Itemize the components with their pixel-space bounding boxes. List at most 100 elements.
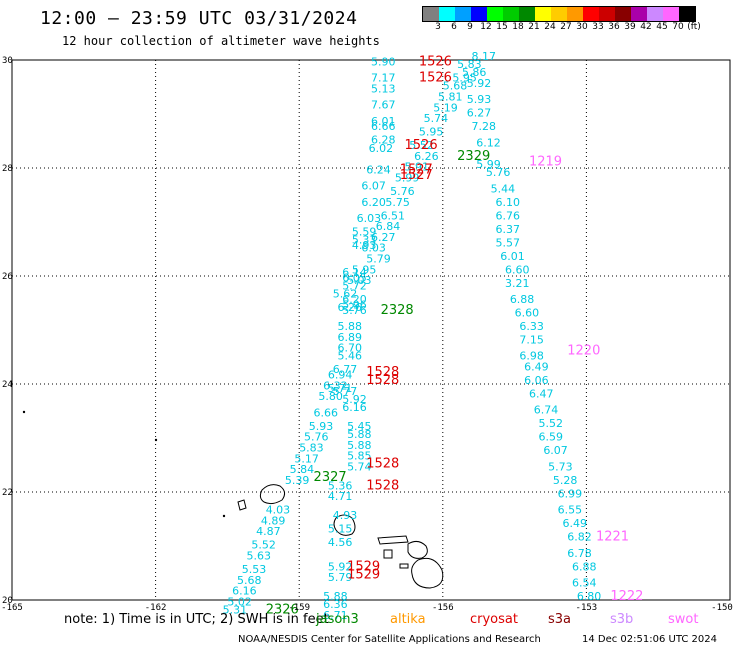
colorbar-label: 27 xyxy=(560,22,572,32)
wave-height-value: 6.99 xyxy=(558,487,583,500)
wave-height-value: 5.73 xyxy=(548,460,573,473)
map-subtitle: 12 hour collection of altimeter wave hei… xyxy=(62,34,380,48)
x-tick-label: -150 xyxy=(711,603,733,613)
wave-height-value: 6.37 xyxy=(495,223,520,236)
kahoolawe-island xyxy=(399,563,409,569)
colorbar-swatch xyxy=(551,7,567,21)
wave-height-value: 6.54 xyxy=(572,577,597,590)
colorbar-swatch xyxy=(503,7,519,21)
pass-time-label: 1528 xyxy=(366,478,399,493)
wave-height-value: 6.51 xyxy=(381,209,406,222)
colorbar-label: 3 xyxy=(435,22,441,32)
pass-time-label: 1221 xyxy=(596,530,629,545)
y-tick-label: 26 xyxy=(2,272,13,282)
wave-height-value: 6.16 xyxy=(342,401,367,414)
wave-height-value: 6.74 xyxy=(534,404,559,417)
x-tick-label: -156 xyxy=(432,603,454,613)
wave-height-value: 6.78 xyxy=(567,547,592,560)
wave-height-value: 6.88 xyxy=(572,560,597,573)
colorbar-label: 39 xyxy=(624,22,636,32)
wave-height-value: 7.17 xyxy=(371,72,396,85)
wave-height-value: 6.20 xyxy=(342,293,367,306)
wave-height-value: 4.56 xyxy=(328,536,353,549)
wave-height-value: 6.07 xyxy=(543,444,568,457)
wave-height-value: 5.02 xyxy=(227,595,252,608)
wave-height-value: 5.95 xyxy=(352,263,377,276)
wave-height-value: 6.26 xyxy=(337,301,362,314)
wave-height-value: 5.52 xyxy=(251,539,275,552)
wave-height-value: 5.62 xyxy=(333,288,358,301)
wave-height-labels: 5.907.175.137.676.016.666.286.026.246.07… xyxy=(223,50,602,622)
big-island xyxy=(411,557,444,589)
colorbar-swatch xyxy=(583,7,599,21)
wave-height-value: 5.95 xyxy=(452,72,477,85)
wave-height-value: 5.52 xyxy=(409,139,434,152)
pass-time-label: 1526 xyxy=(419,54,452,69)
wave-height-value: 5.36 xyxy=(328,479,353,492)
colorbar-swatch xyxy=(471,7,487,21)
wave-height-value: 5.86 xyxy=(462,66,487,79)
wave-height-value: 4.87 xyxy=(256,525,281,538)
wave-height-value: 5.19 xyxy=(433,101,458,114)
wave-height-value: 5.53 xyxy=(242,563,267,576)
wave-height-value: 6.06 xyxy=(524,374,549,387)
wave-height-value: 5.88 xyxy=(347,428,372,441)
legend-note: note: 1) Time is in UTC; 2) SWH is in fe… xyxy=(64,612,329,627)
wave-height-value: 6.10 xyxy=(495,196,520,209)
wave-height-value: 6.70 xyxy=(337,342,362,355)
colorbar-swatch xyxy=(423,7,439,21)
wave-height-value: 5.96 xyxy=(342,298,367,311)
satellite-legend-swot: swot xyxy=(668,612,699,627)
colorbar-label: 9 xyxy=(467,22,473,32)
hawaii-coastline xyxy=(237,484,444,589)
wave-height-value: 6.66 xyxy=(314,406,339,419)
small-island-dot xyxy=(22,410,26,414)
pass-time-label: 1527 xyxy=(400,168,433,183)
small-island-dot xyxy=(154,438,158,442)
wave-height-value: 6.01 xyxy=(371,115,396,128)
wave-height-value: 6.07 xyxy=(361,180,386,193)
wave-height-value: 5.90 xyxy=(371,55,396,68)
pass-time-label: 1529 xyxy=(347,559,380,574)
wave-height-value: 6.94 xyxy=(328,369,353,382)
colorbar-label: 21 xyxy=(528,22,540,32)
x-tick-label: -159 xyxy=(288,603,310,613)
colorbar-swatch xyxy=(567,7,583,21)
wave-height-value: 5.93 xyxy=(309,420,334,433)
wave-height-value: 5.71 xyxy=(328,382,353,395)
wave-height-value: 5.17 xyxy=(294,452,319,465)
wave-height-value: 8.17 xyxy=(472,50,497,63)
wave-height-value: 5.52 xyxy=(539,417,564,430)
wave-height-value: 6.36 xyxy=(323,598,348,611)
wave-height-value: 6.26 xyxy=(414,150,439,163)
y-tick-label: 30 xyxy=(2,56,13,66)
wave-height-value: 6.27 xyxy=(371,231,396,244)
wave-height-value: 5.79 xyxy=(328,571,353,584)
wave-height-value: 6.33 xyxy=(519,320,544,333)
wave-height-value: 7.28 xyxy=(472,120,497,133)
colorbar-swatch xyxy=(519,7,535,21)
wave-height-value: 6.84 xyxy=(376,220,401,233)
colorbar-label: 18 xyxy=(512,22,524,32)
map-frame xyxy=(11,59,731,601)
wave-height-value: 6.27 xyxy=(467,107,492,120)
colorbar-swatch xyxy=(647,7,663,21)
wave-height-value: 6.03 xyxy=(357,212,382,225)
wave-height-value: 4.03 xyxy=(266,504,291,517)
wave-height-value: 5.99 xyxy=(395,172,420,185)
colorbar-label: 70 xyxy=(672,22,684,32)
wave-height-value: 6.28 xyxy=(371,134,396,147)
wave-height-value: 6.20 xyxy=(361,196,386,209)
wave-height-value: 5.76 xyxy=(390,185,415,198)
wave-height-value: 7.15 xyxy=(519,334,544,347)
wave-height-value: 5.68 xyxy=(443,80,468,93)
maui-island xyxy=(407,540,428,559)
wave-height-value: 5.92 xyxy=(328,560,353,573)
wave-height-value: 6.98 xyxy=(519,350,544,363)
wave-height-value: 6.55 xyxy=(558,504,583,517)
pass-time-label: 1529 xyxy=(347,567,380,582)
footer-timestamp: 14 Dec 02:51:06 UTC 2024 xyxy=(582,634,717,645)
wave-height-value: 5.77 xyxy=(333,385,358,398)
